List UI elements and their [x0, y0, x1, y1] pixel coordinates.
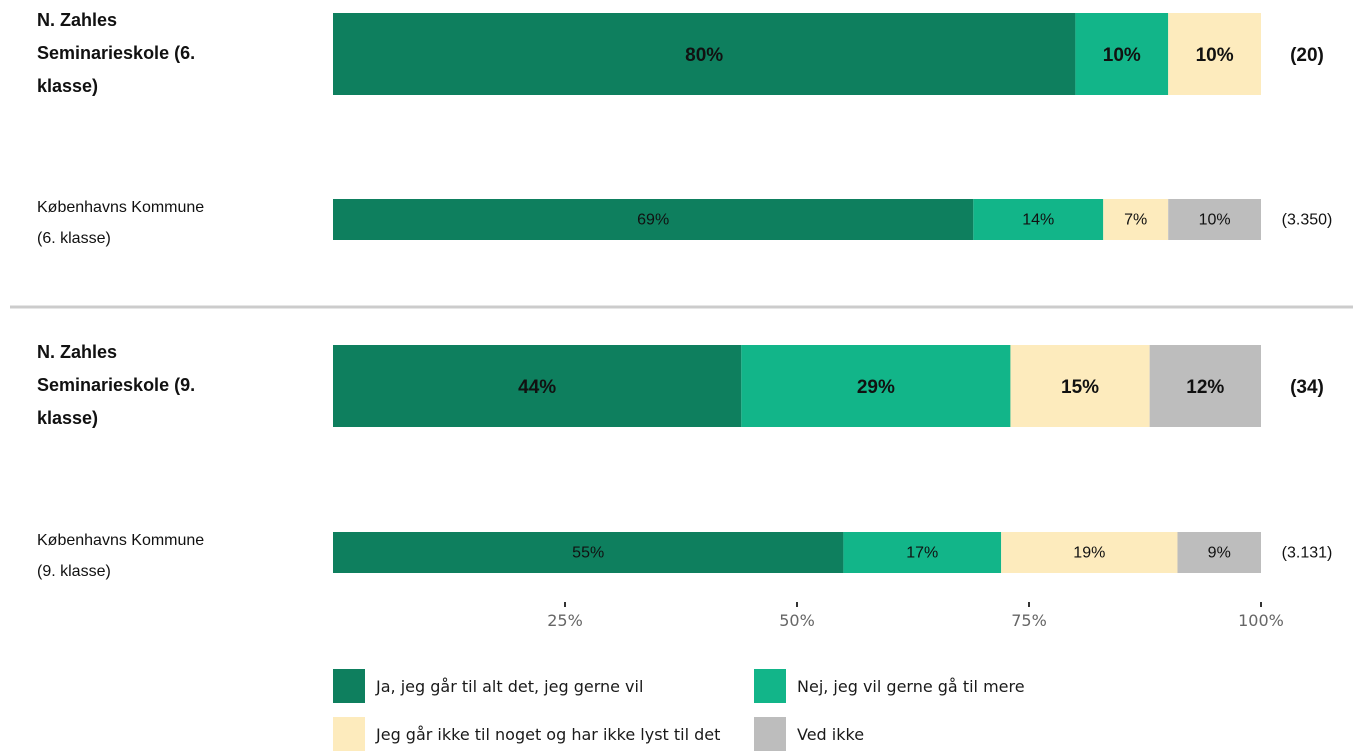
legend-swatch — [754, 669, 786, 703]
data-label: 55% — [572, 545, 604, 562]
data-label: 17% — [906, 545, 938, 562]
legend-swatch — [754, 717, 786, 751]
bar-segment — [741, 345, 1011, 427]
legend-swatch — [333, 669, 365, 703]
count-label: (20) — [1290, 45, 1324, 66]
bar-segment — [1103, 199, 1169, 240]
bar-segment — [843, 532, 1002, 573]
category-label: N. Zahles — [37, 10, 117, 30]
data-label: 12% — [1186, 377, 1224, 398]
count-label: (3.350) — [1282, 212, 1333, 229]
bar-segment — [1010, 345, 1150, 427]
data-label: 80% — [685, 45, 723, 66]
legend-swatch — [333, 717, 365, 751]
bar-segment — [333, 199, 974, 240]
category-label: N. Zahles — [37, 342, 117, 362]
legend-label: Nej, jeg vil gerne gå til mere — [797, 677, 1025, 696]
category-label: (9. klasse) — [37, 563, 111, 580]
data-label: 69% — [637, 212, 669, 229]
x-tick-label: 75% — [1011, 611, 1047, 630]
x-tick-label: 50% — [779, 611, 815, 630]
data-label: 10% — [1199, 212, 1231, 229]
category-label: Københavns Kommune — [37, 532, 204, 549]
category-label: klasse) — [37, 76, 98, 96]
category-label: Seminarieskole (9. — [37, 375, 195, 395]
bar-segment — [1001, 532, 1178, 573]
category-label: (6. klasse) — [37, 230, 111, 247]
category-label: klasse) — [37, 408, 98, 428]
x-tick-label: 100% — [1238, 611, 1284, 630]
legend-label: Jeg går ikke til noget og har ikke lyst … — [375, 725, 720, 744]
data-label: 19% — [1073, 545, 1105, 562]
category-label: Københavns Kommune — [37, 199, 204, 216]
bar-segment — [1149, 345, 1261, 427]
data-label: 14% — [1022, 212, 1054, 229]
data-label: 29% — [857, 377, 895, 398]
bar-segment — [1168, 13, 1261, 95]
bar-segment — [333, 532, 844, 573]
data-label: 44% — [518, 377, 556, 398]
bar-segment — [333, 345, 742, 427]
legend-label: Ved ikke — [797, 725, 864, 744]
bar-segment — [1168, 199, 1261, 240]
count-label: (34) — [1290, 377, 1324, 398]
x-tick-label: 25% — [547, 611, 583, 630]
data-label: 9% — [1208, 545, 1231, 562]
bar-segment — [1177, 532, 1261, 573]
legend-label: Ja, jeg går til alt det, jeg gerne vil — [375, 677, 643, 696]
bar-segment — [1075, 13, 1169, 95]
data-label: 15% — [1061, 377, 1099, 398]
data-label: 10% — [1196, 45, 1234, 66]
bar-segment — [333, 13, 1076, 95]
count-label: (3.131) — [1282, 545, 1333, 562]
bar-segment — [973, 199, 1104, 240]
data-label: 10% — [1103, 45, 1141, 66]
data-label: 7% — [1124, 212, 1147, 229]
category-label: Seminarieskole (6. — [37, 43, 195, 63]
